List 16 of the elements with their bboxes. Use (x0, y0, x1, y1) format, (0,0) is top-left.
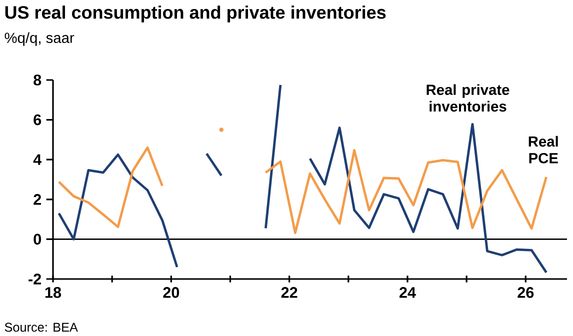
x-tick-label: 22 (281, 287, 298, 298)
y-tick-label: 6 (34, 114, 42, 126)
y-tick-label: 0 (34, 234, 42, 245)
x-tick-label: 20 (163, 287, 180, 298)
chart-title: US real consumption and private inventories (5, 6, 386, 22)
x-tick-label: 18 (45, 287, 62, 298)
y-tick-label: -2 (28, 274, 42, 284)
x-tick-label: 26 (518, 287, 534, 298)
series-label: Real private inventories (426, 84, 510, 112)
y-tick-label: 8 (34, 74, 42, 86)
y-tick-label: 2 (34, 194, 42, 205)
y-tick-label: 4 (33, 154, 42, 165)
series-label: Real PCE (528, 136, 558, 164)
source-note: Source: BEA (4, 322, 78, 332)
x-tick-label: 24 (399, 287, 416, 298)
chart-subtitle: %q/q, saar (4, 32, 74, 46)
